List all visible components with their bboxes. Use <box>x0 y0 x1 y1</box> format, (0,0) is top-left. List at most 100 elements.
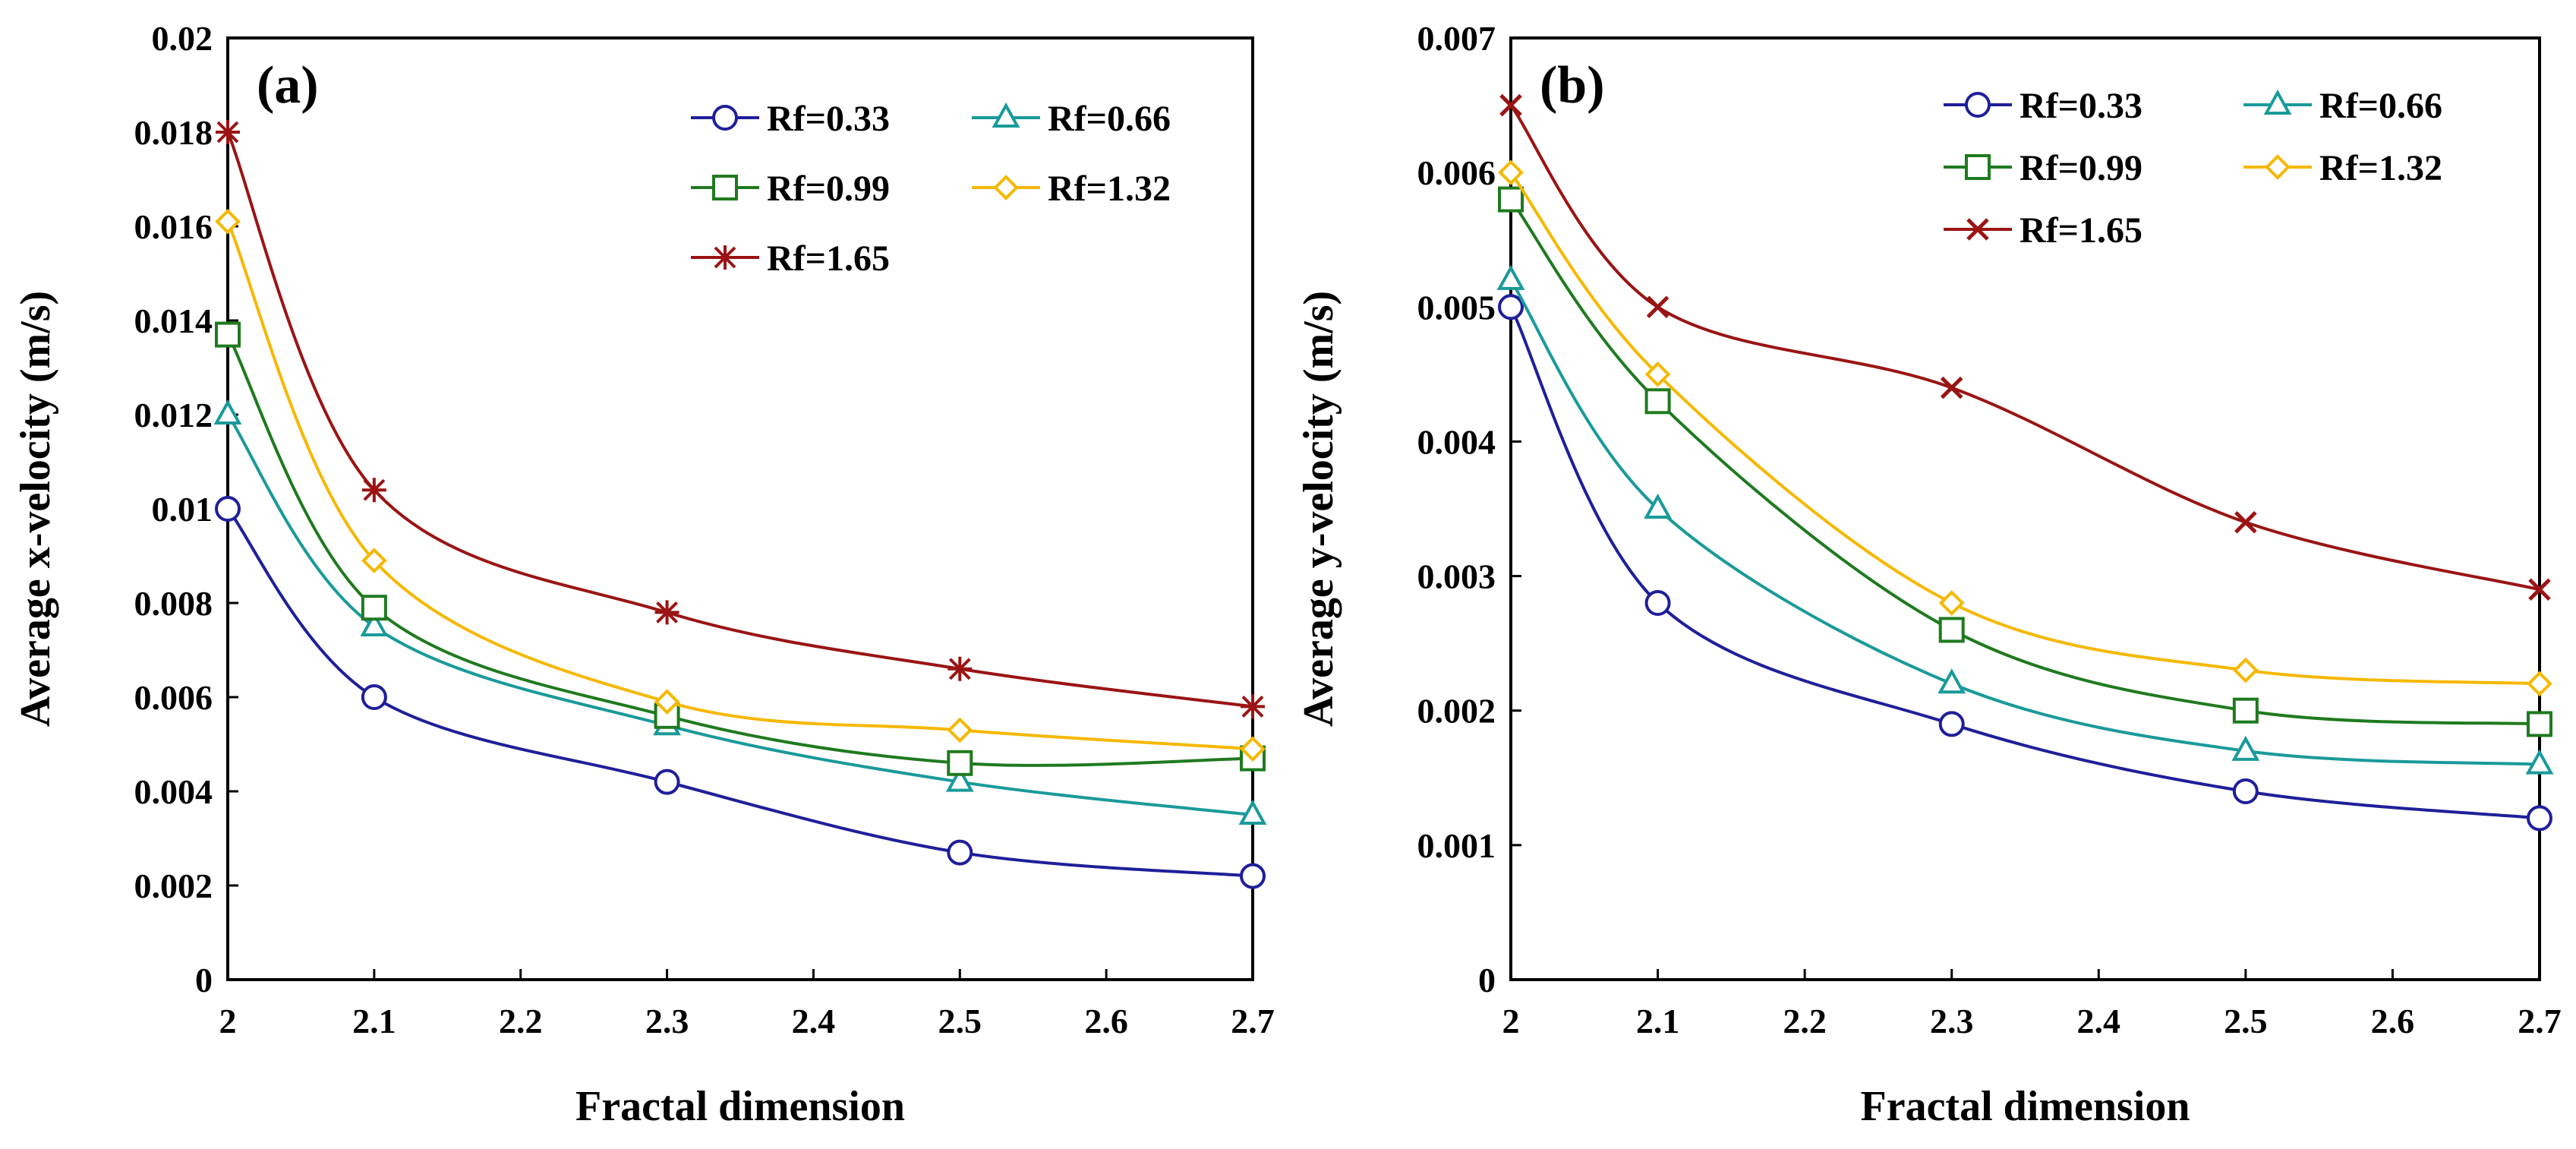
legend-marker <box>993 175 1019 200</box>
data-point <box>2525 749 2554 775</box>
x-tick-label: 2.4 <box>2077 1002 2121 1040</box>
series-0 <box>215 496 1266 889</box>
data-point <box>947 717 973 743</box>
data-point <box>2528 578 2551 601</box>
legend-item-2: Rf=0.99 <box>1944 148 2142 188</box>
x-tick-label: 2.3 <box>645 1002 689 1040</box>
data-point <box>2231 735 2260 761</box>
data-point <box>2233 657 2259 683</box>
y-tick-label: 0.008 <box>134 584 213 623</box>
x-axis-title: Fractal dimension <box>575 1083 905 1130</box>
data-point <box>361 684 387 710</box>
y-tick-label: 0.01 <box>152 490 213 529</box>
data-point <box>1644 590 1671 616</box>
data-point <box>654 769 680 795</box>
legend-item-0: Rf=0.33 <box>1944 86 2142 126</box>
legend-marker <box>992 102 1020 128</box>
series-2 <box>215 321 1266 776</box>
data-point <box>1498 294 1524 320</box>
legend-label: Rf=0.33 <box>767 99 890 139</box>
data-point <box>360 611 389 636</box>
data-point <box>947 656 973 681</box>
legend-label: Rf=0.33 <box>2019 86 2142 126</box>
data-point <box>1644 388 1671 415</box>
legend-label: Rf=0.66 <box>1048 99 1171 139</box>
x-tick-label: 2.2 <box>1783 1002 1827 1040</box>
data-point <box>1496 264 1525 290</box>
data-point <box>361 478 386 503</box>
data-point <box>1240 863 1266 889</box>
legend-item-1: Rf=0.66 <box>2243 86 2442 126</box>
data-point <box>945 766 974 792</box>
legend-item-4: Rf=1.65 <box>691 238 890 279</box>
y-tick-label: 0.006 <box>134 678 213 717</box>
y-tick-label: 0.016 <box>134 207 213 246</box>
x-tick-label: 2.5 <box>938 1002 982 1040</box>
x-tick-label: 2.3 <box>1930 1002 1974 1040</box>
data-point <box>1938 590 1965 616</box>
legend-marker <box>1965 92 1991 118</box>
y-axis-title: Average x-velocity (m/s) <box>12 291 59 727</box>
y-tick-label: 0.003 <box>1417 557 1496 596</box>
legend-marker <box>2263 89 2292 115</box>
data-point <box>215 208 241 235</box>
y-tick-label: 0.006 <box>1417 153 1496 192</box>
panel-label: (b) <box>1540 56 1605 115</box>
y-tick-label: 0.007 <box>1417 19 1496 58</box>
data-point <box>2232 697 2259 724</box>
series-3 <box>1498 159 2552 697</box>
series-2 <box>1498 186 2552 737</box>
data-point <box>1238 799 1267 825</box>
plot-frame <box>1509 36 2541 981</box>
y-tick-label: 0.005 <box>1417 288 1496 327</box>
data-point <box>215 321 241 348</box>
data-point <box>1938 668 1966 694</box>
series-1 <box>1496 264 2554 775</box>
y-tick-label: 0.02 <box>152 19 213 58</box>
legend: Rf=0.33 Rf=0.66 Rf=0.99 Rf=1.32 Rf=1.65 <box>1944 86 2442 251</box>
legend-marker <box>713 245 737 270</box>
data-point <box>215 496 241 522</box>
x-tick-label: 2.6 <box>1084 1002 1128 1040</box>
data-point <box>1498 186 1524 213</box>
data-point <box>1646 295 1670 319</box>
legend-marker <box>1965 154 1991 180</box>
data-point <box>1241 694 1265 719</box>
y-tick-label: 0.002 <box>134 866 213 905</box>
series-line <box>226 221 1253 751</box>
legend-item-2: Rf=0.99 <box>691 169 890 209</box>
data-point <box>361 595 387 621</box>
legend-item-0: Rf=0.33 <box>691 99 890 139</box>
x-tick-label: 2.1 <box>1636 1002 1680 1040</box>
y-axis-title: Average y-velocity (m/s) <box>1295 291 1342 727</box>
data-point <box>361 548 387 574</box>
x-tick-label: 2 <box>1502 1002 1520 1040</box>
legend-item-1: Rf=0.66 <box>972 99 1171 139</box>
data-point <box>1940 376 1963 399</box>
data-point <box>654 600 679 625</box>
legend-label: Rf=1.65 <box>767 238 890 279</box>
series-line <box>1509 279 2540 766</box>
data-point <box>2232 778 2259 804</box>
data-point <box>1644 493 1672 519</box>
x-tick-label: 2.2 <box>499 1002 543 1040</box>
data-point <box>1938 711 1965 737</box>
data-point <box>2234 510 2257 534</box>
data-point <box>1499 93 1522 117</box>
x-tick-label: 2.1 <box>352 1002 396 1040</box>
series-3 <box>215 208 1266 762</box>
y-tick-label: 0.002 <box>1417 692 1496 731</box>
legend: Rf=0.33 Rf=0.66 Rf=0.99 Rf=1.32 Rf=1.65 <box>691 99 1171 279</box>
data-point <box>216 120 240 144</box>
y-tick-label: 0.004 <box>134 772 213 811</box>
legend-item-3: Rf=1.32 <box>2243 148 2442 188</box>
legend-marker <box>1966 218 1989 241</box>
x-tick-label: 2.5 <box>2224 1002 2268 1040</box>
y-tick-label: 0.014 <box>134 301 213 340</box>
data-point <box>947 750 973 776</box>
legend-item-4: Rf=1.65 <box>1944 210 2142 251</box>
legend-marker <box>712 175 738 200</box>
series-line <box>1509 306 2540 820</box>
x-tick-label: 2.4 <box>792 1002 836 1040</box>
